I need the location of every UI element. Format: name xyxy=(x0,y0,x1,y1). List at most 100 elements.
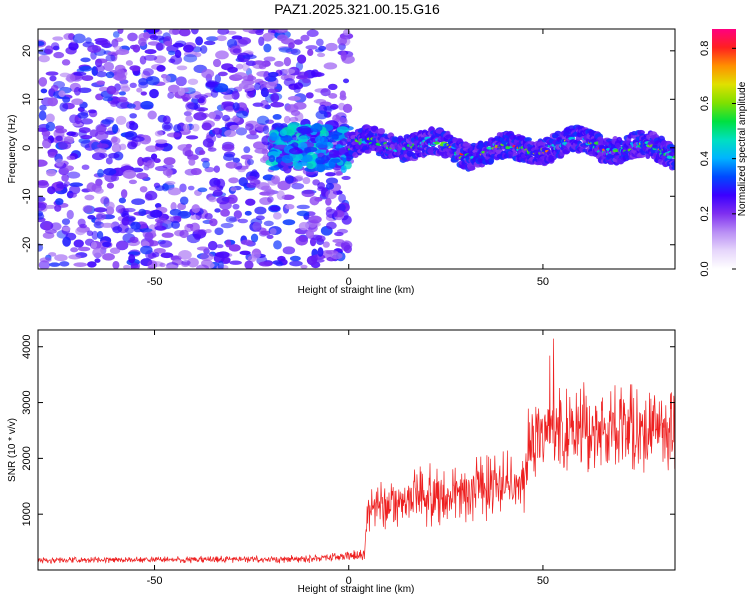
heatmap-cell xyxy=(302,154,313,163)
heatmap-cell xyxy=(246,158,254,166)
heatmap-cell xyxy=(87,214,96,220)
heatmap-cell xyxy=(138,37,147,47)
heatmap-cell xyxy=(166,132,181,138)
heatmap-cell xyxy=(162,115,171,125)
heatmap-cell xyxy=(260,230,271,236)
heatmap-cell xyxy=(105,157,113,165)
heatmap-cell xyxy=(90,241,98,249)
heatmap-cell xyxy=(38,110,47,121)
heatmap-cell xyxy=(38,196,46,202)
heatmap-cell xyxy=(66,155,76,161)
heatmap-cell xyxy=(263,43,272,53)
heatmap-cell xyxy=(115,204,126,214)
heatmap-cell xyxy=(190,214,200,220)
heatmap-cell xyxy=(196,264,210,269)
heatmap-cell xyxy=(263,220,274,227)
heatmap-cell xyxy=(326,221,337,230)
heatmap-cell xyxy=(171,220,180,229)
heatmap-cell xyxy=(269,228,277,235)
heatmap-cell xyxy=(315,110,328,120)
heatmap-cell xyxy=(195,36,204,46)
y-tick-label: 4000 xyxy=(21,335,33,359)
heatmap-cell xyxy=(318,45,327,52)
heatmap-cell xyxy=(162,74,172,84)
heatmap-cell xyxy=(66,73,76,83)
heatmap-cell xyxy=(164,181,176,186)
heatmap-cell xyxy=(92,247,104,258)
heatmap-cell xyxy=(39,257,52,263)
heatmap-cell xyxy=(81,164,90,170)
heatmap-cell xyxy=(167,187,182,196)
heatmap-cell xyxy=(288,147,303,155)
heatmap-cell xyxy=(254,82,261,91)
heatmap-cell xyxy=(105,54,116,62)
heatmap-cell xyxy=(143,31,150,39)
heatmap-cell xyxy=(187,185,195,191)
heatmap-cell xyxy=(170,202,177,211)
heatmap-cell xyxy=(159,240,173,248)
heatmap-cell xyxy=(62,226,71,232)
heatmap-cell xyxy=(80,135,93,140)
heatmap-cell xyxy=(112,260,120,269)
heatmap-cell xyxy=(185,143,193,148)
heatmap-cell xyxy=(191,204,201,214)
heatmap-cell xyxy=(144,231,154,242)
heatmap-cell xyxy=(120,83,129,89)
heatmap-cell xyxy=(146,75,160,86)
heatmap-cell xyxy=(38,40,45,46)
heatmap-cell xyxy=(66,209,74,220)
heatmap-cell xyxy=(139,186,148,193)
heatmap-cell xyxy=(207,240,218,251)
heatmap-cell xyxy=(339,90,346,99)
heatmap-cell xyxy=(154,185,165,191)
heatmap-cell xyxy=(203,40,216,46)
heatmap-cell xyxy=(59,102,69,112)
heatmap-cell xyxy=(197,229,207,236)
heatmap-cell xyxy=(216,251,230,259)
heatmap-cell xyxy=(130,262,139,269)
heatmap-cell xyxy=(77,112,89,119)
heatmap-cell xyxy=(161,121,173,132)
heatmap-cell xyxy=(194,94,209,99)
heatmap-cell xyxy=(94,148,107,154)
colorbar-ticks: 0.0 0.2 0.4 0.6 0.8 xyxy=(699,41,736,277)
heatmap-cell xyxy=(201,122,212,131)
heatmap-cell xyxy=(295,161,309,167)
spectrogram-panel: -50 0 50 -20 -10 0 10 20 Height of straight li… xyxy=(7,28,676,296)
heatmap-cell xyxy=(176,65,188,71)
heatmap-cell xyxy=(298,135,308,143)
heatmap-cell xyxy=(340,240,353,250)
heatmap-cell xyxy=(125,60,133,66)
snr-frame xyxy=(37,329,676,571)
heatmap-cell xyxy=(50,222,62,231)
heatmap-cell xyxy=(50,42,60,51)
heatmap-cell xyxy=(45,121,56,132)
heatmap-cell xyxy=(328,131,343,137)
heatmap-cell xyxy=(208,196,217,203)
heatmap-cell xyxy=(70,247,79,253)
heatmap-cell xyxy=(209,218,218,227)
heatmap-cell xyxy=(127,251,141,256)
heatmap-cell xyxy=(47,186,56,195)
heatmap-cell xyxy=(190,29,199,35)
heatmap-cell xyxy=(72,33,86,44)
heatmap-cell xyxy=(94,38,108,43)
heatmap-cell xyxy=(140,100,154,110)
heatmap-cell xyxy=(301,189,315,198)
heatmap-cell xyxy=(238,37,252,45)
heatmap-cell xyxy=(300,264,308,269)
heatmap-cell xyxy=(299,127,314,134)
y-tick-label: -10 xyxy=(21,188,33,204)
heatmap-cell xyxy=(149,88,159,99)
heatmap-cell xyxy=(229,124,240,131)
y-tick-label: 1000 xyxy=(21,502,33,526)
heatmap-cell xyxy=(100,222,114,228)
heatmap-cell xyxy=(260,87,269,98)
heatmap-cell xyxy=(105,201,115,210)
heatmap-cell xyxy=(265,159,279,167)
heatmap-cell xyxy=(138,78,149,86)
heatmap-cell xyxy=(243,146,251,154)
heatmap-cell xyxy=(205,80,219,89)
heatmap-cell xyxy=(293,39,303,45)
heatmap-cell xyxy=(315,235,326,242)
